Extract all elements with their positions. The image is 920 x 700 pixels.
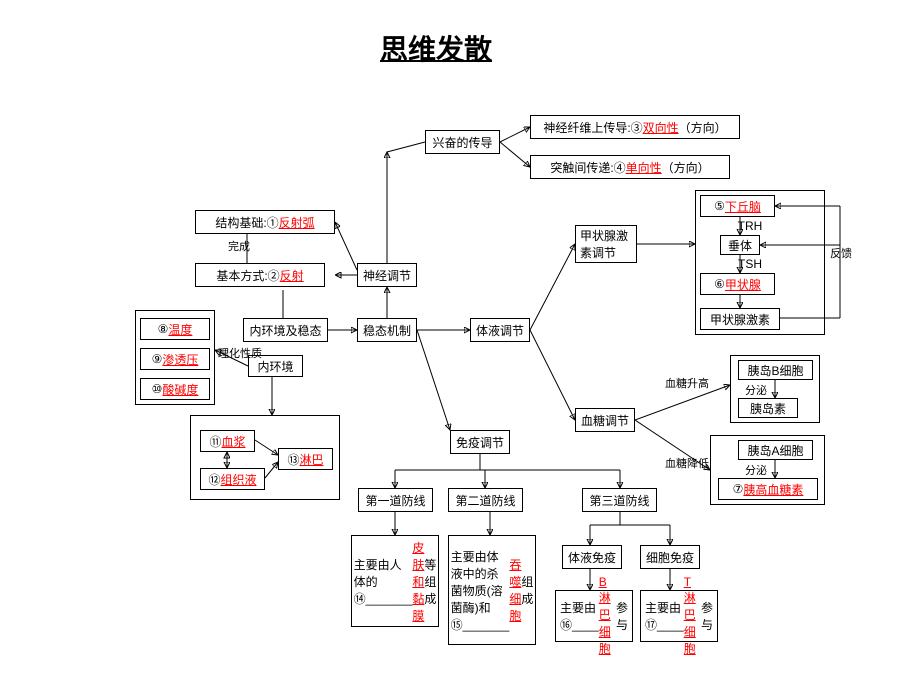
b_line2: 第二道防线 [448, 488, 523, 512]
b_tcell_lymph: 主要由⑰____T 淋巴细胞参与 [640, 590, 718, 642]
page-title: 思维发散 [380, 28, 492, 68]
b_humoral_reg: 体液调节 [470, 318, 530, 342]
l_bloodup: 血糖升高 [665, 375, 709, 391]
f_physchem [135, 310, 215, 405]
b_blood_reg: 血糖调节 [575, 408, 635, 432]
l_complete: 完成 [228, 238, 250, 254]
b_defense2: 主要由体液中的杀菌物质(溶菌酶)和⑮_______吞噬细胞组成 [448, 535, 536, 645]
b_struct_basis: 结构基础:①反射弧 [195, 210, 335, 234]
l_secrete1: 分泌 [745, 382, 767, 398]
b_humoral_imm: 体液免疫 [562, 545, 622, 569]
b_basic_mode: 基本方式:②反射 [195, 263, 325, 287]
b_line1: 第一道防线 [358, 488, 433, 512]
l_feedback: 反馈 [830, 245, 852, 261]
b_env_steady: 内环境及稳态 [243, 318, 328, 342]
b_cell_imm: 细胞免疫 [640, 545, 700, 569]
f_thyroid [695, 190, 825, 335]
f_inner_env [190, 415, 340, 500]
b_nerve_conduct: 神经纤维上传导:③双向性（方向） [530, 115, 740, 139]
b_steady_mech: 稳态机制 [357, 318, 417, 342]
b_bcell_lymph: 主要由⑯____B 淋巴细胞参与 [555, 590, 633, 642]
b_thyroid_reg: 甲状腺激素调节 [575, 225, 637, 263]
b_line3: 第三道防线 [582, 488, 657, 512]
b_nerve_reg: 神经调节 [357, 263, 417, 287]
l_blooddown: 血糖降低 [665, 455, 709, 471]
b_excite: 兴奋的传导 [425, 130, 500, 154]
l_physchem: 理化性质 [218, 345, 262, 361]
b_immune_reg: 免疫调节 [450, 430, 510, 454]
b_defense1: 主要由人体的⑭_______皮肤和黏膜等组成 [351, 535, 439, 627]
f_acell [710, 435, 825, 505]
f_bcell [730, 355, 820, 423]
b_synapse: 突触间传递:④单向性（方向） [530, 155, 730, 179]
l_secrete2: 分泌 [745, 462, 767, 478]
